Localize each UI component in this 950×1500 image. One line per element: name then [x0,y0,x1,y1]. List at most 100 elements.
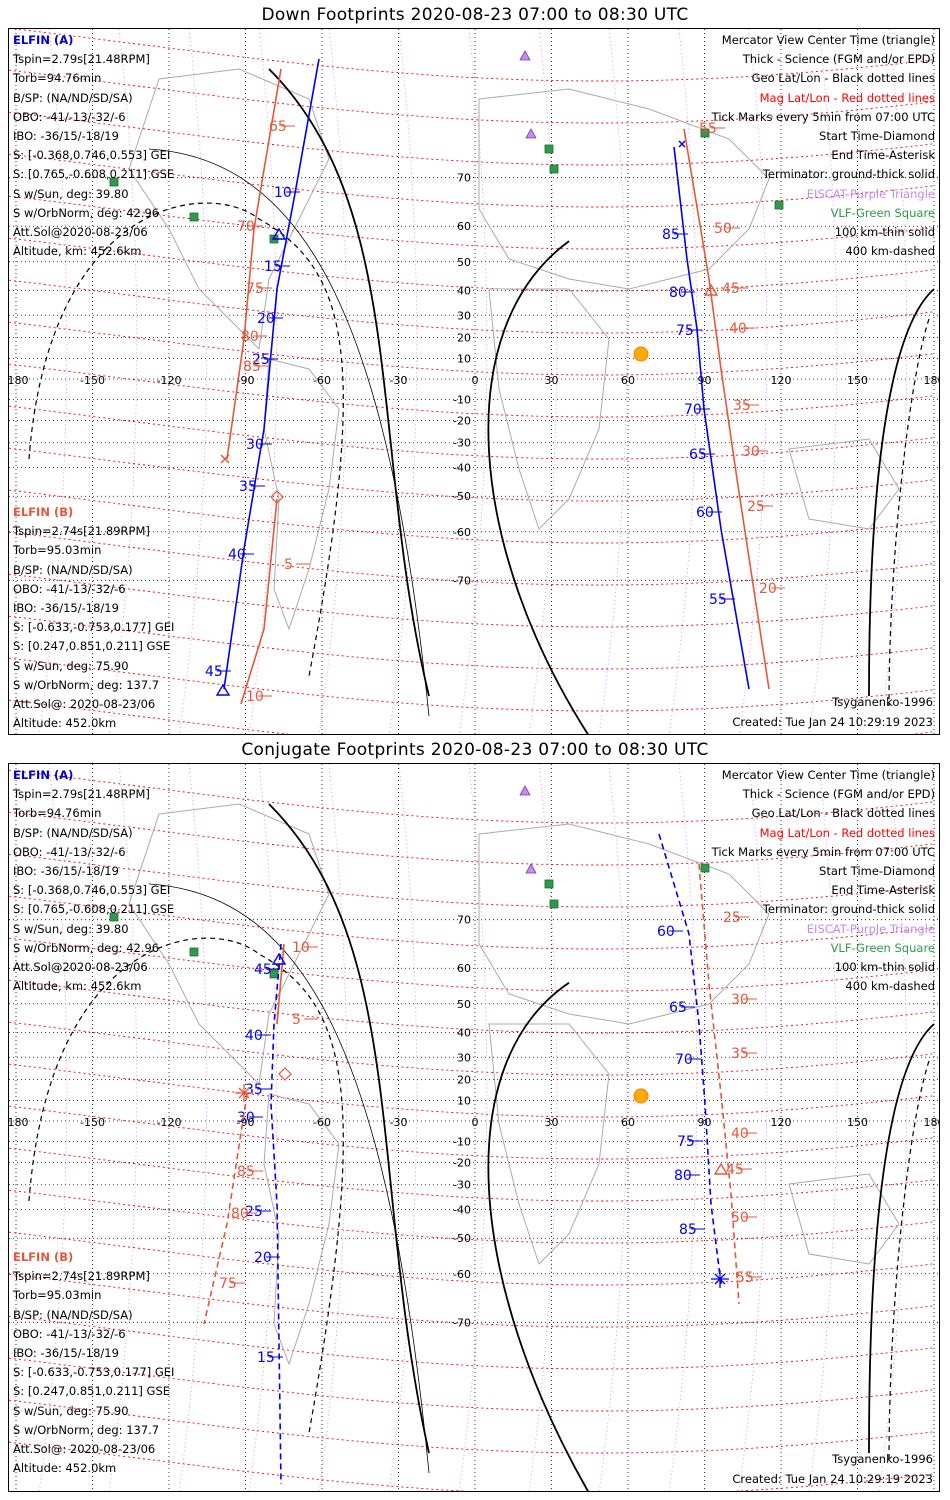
elfin-a-track-label: 80 [669,285,687,301]
mag-parallel [9,531,934,586]
lat-tick-label: 30 [457,309,471,322]
mag-parallel [9,405,934,460]
coastline [478,823,770,1025]
terminator-ground [268,803,430,1454]
lon-tick-label: -150 [80,374,105,387]
elfin-a-line: OBO: -41/-13/-32/-6 [13,109,126,124]
elfin-b-track-label: 50 [731,1210,749,1226]
legend-item: Geo Lat/Lon - Black dotted lines [751,71,935,86]
elfin-b-track-label: 75 [246,281,264,297]
mag-parallel [9,853,934,908]
vlf-square [700,863,710,873]
lat-tick-label: 60 [457,220,471,233]
elfin-a-track-label: 25 [245,1204,263,1220]
terminator-400km [888,318,930,707]
elfin-b-line: Torb=95.03min [13,543,102,558]
elfin-b-track-label: 80 [241,329,259,345]
elfin-a-track-label: 45 [254,962,272,978]
elfin-b-line: S: [-0.633,-0.753,0.177] GEI [13,620,175,635]
lon-tick-label: 30 [545,1116,559,1129]
view-center-triangle [271,227,287,240]
mag-meridian [528,29,558,734]
legend-item: Thick - Science (FGM and/or EPD) [742,787,935,802]
elfin-a-line: S w/Sun, deg: 39.80 [13,921,129,936]
coastline [788,438,900,530]
mag-parallel [11,29,934,82]
lat-tick-label: -30 [453,1179,471,1192]
elfin-a-line: B/SP: (NA/ND/SD/SA) [13,90,133,105]
lat-tick-label: 50 [457,998,471,1011]
elfin-b-line: S w/Sun, deg: 75.90 [13,1403,129,1418]
mag-meridian [388,764,418,1491]
elfin-b-track-label: 70 [237,219,255,235]
elfin-a-line: OBO: -41/-13/-32/-6 [13,844,126,859]
lat-tick-label: -50 [453,490,471,503]
elfin-a-track-label: 65 [689,447,707,463]
panel-2-legend: Mercator View Center Time (triangle) Thi… [712,766,935,996]
mag-parallel [9,279,934,334]
lat-tick-label: 70 [457,914,471,927]
view-center-triangle [703,283,719,296]
elfin-a-line: Torb=94.76min [13,71,102,86]
legend-item: 100 km-thin solid [834,224,935,239]
mag-meridian [388,29,418,734]
elfin-a-line: B/SP: (NA/ND/SD/SA) [13,825,133,840]
elfin-a-track-label: 40 [245,1028,263,1044]
coastline [478,88,770,290]
elfin-a-line: S w/Sun, deg: 39.80 [13,186,129,201]
elfin-a-line: Tspin=2.79s[21.48RPM] [13,52,150,67]
panel-2-created-label: Created: Tue Jan 24 10:29:19 2023 [732,1472,933,1486]
mag-parallel [9,447,934,502]
lon-tick-label: -180 [9,1116,28,1129]
lon-tick-label: -180 [9,374,28,387]
vlf-square [549,164,559,174]
elfin-b-track-label: 35 [731,1046,749,1062]
legend-item: 100 km-thin solid [834,959,935,974]
elfin-b-line: IBO: -36/15/-18/19 [13,600,119,615]
elfin-b-line: Torb=95.03min [13,1288,102,1303]
elfin-a-track-label: 70 [675,1052,693,1068]
elfin-b-line: Att.Sol@: 2020-08-23/06 [13,1441,156,1456]
view-center-triangle [215,683,231,696]
mag-meridian [318,29,348,734]
elfin-a-line: S: [-0.368,0.746,0.553] GEI [13,883,171,898]
elfin-a-track-label: 30 [246,437,264,453]
eiscat-triangle [519,785,531,796]
mag-meridian [108,764,138,1491]
legend-item: Start Time-Diamond [819,863,935,878]
panel-1-title: Down Footprints 2020-08-23 07:00 to 08:3… [261,5,689,25]
lon-tick-label: 0 [472,374,479,387]
lat-tick-label: -40 [453,461,471,474]
eiscat-triangle [519,50,531,61]
panel-1-elfin-a-info: ELFIN (A) Tspin=2.79s[21.48RPM] Torb=94.… [13,31,174,261]
lon-tick-label: -60 [313,1116,331,1129]
terminator-ground [487,240,589,734]
coastline [128,803,330,1086]
mag-parallel [9,237,934,292]
mag-meridian [528,764,558,1491]
lat-tick-label: -70 [453,1316,471,1329]
elfin-b-track-label: 55 [736,1270,754,1286]
elfin-b-line: S w/Sun, deg: 75.90 [13,658,129,673]
elfin-b-track [698,863,740,1305]
mag-meridian [808,764,838,1491]
lon-tick-label: 30 [545,374,559,387]
elfin-b-line: S: [0.247,0.851,0.211] GSE [13,1384,171,1399]
mag-meridian [38,29,68,734]
eiscat-triangle [525,128,537,139]
elfin-b-line: B/SP: (NA/ND/SD/SA) [13,1307,133,1322]
lat-tick-label: 70 [457,172,471,185]
elfin-a-track [658,833,722,1285]
elfin-a-track-label: 15 [257,1350,275,1366]
mag-meridian [668,764,698,1491]
elfin-b-track [276,943,285,1025]
mag-parallel [9,321,934,376]
lon-tick-label: -90 [237,1116,255,1129]
elfin-b-track-label: 45 [722,281,740,297]
elfin-b-track-label: 55 [699,121,717,137]
elfin-a-track-label: 20 [254,1250,272,1266]
mag-meridian [808,29,838,734]
lon-tick-label: -30 [390,1116,408,1129]
elfin-b-track-label: 35 [733,398,751,414]
elfin-b-track [240,498,278,705]
